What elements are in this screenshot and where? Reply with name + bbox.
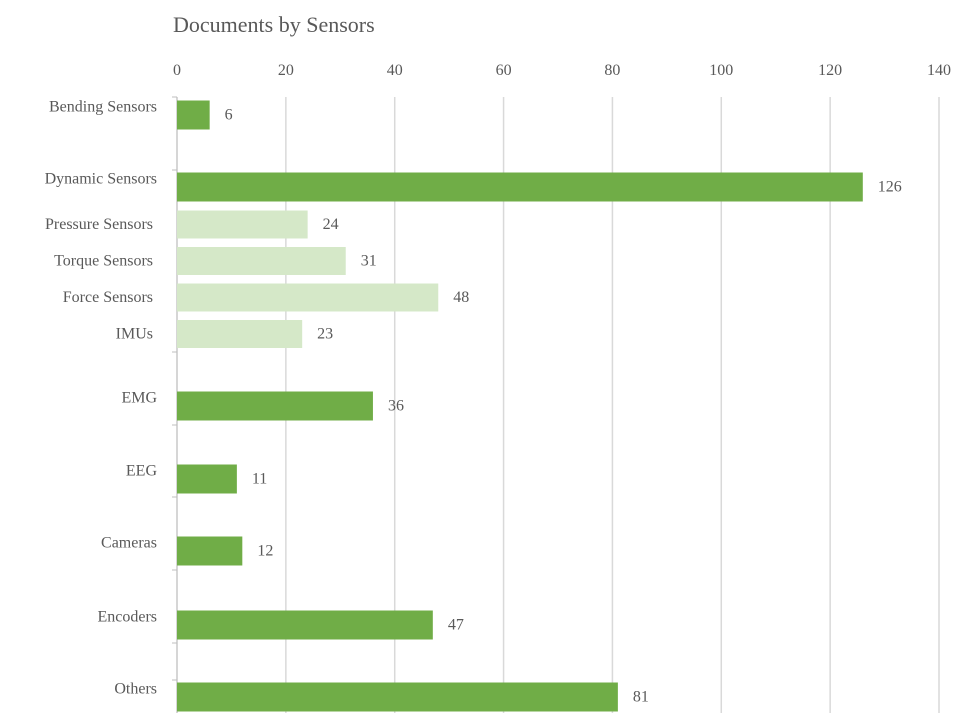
x-tick-label-140: 140: [927, 62, 951, 79]
sub-category-label-imus: IMUs: [116, 326, 153, 343]
data-label-others: 81: [633, 689, 649, 706]
data-label-cameras: 12: [257, 543, 273, 560]
data-label-eeg: 11: [252, 471, 267, 488]
x-tick-label-80: 80: [604, 62, 620, 79]
sub-category-label-pressure-sensors: Pressure Sensors: [45, 216, 153, 233]
category-label-bending-sensors: Bending Sensors: [49, 99, 157, 116]
x-tick-label-0: 0: [173, 62, 181, 79]
chart-title: Documents by Sensors: [173, 12, 375, 37]
bar-others: [177, 682, 618, 712]
category-label-emg: EMG: [121, 390, 157, 407]
sub-category-label-force-sensors: Force Sensors: [63, 289, 153, 306]
data-label-dynamic-sensors: 126: [878, 179, 902, 196]
data-label-pressure-sensors: 24: [323, 216, 339, 233]
bar-eeg: [177, 464, 237, 494]
data-label-force-sensors: 48: [453, 289, 469, 306]
data-label-encoders: 47: [448, 617, 464, 634]
bars: [177, 100, 863, 712]
category-label-cameras: Cameras: [101, 535, 157, 552]
category-label-encoders: Encoders: [97, 609, 157, 626]
bar-dynamic-sensors: [177, 172, 863, 202]
labels: Bending Sensors 6 Dynamic Sensors 126 Pressu…: [45, 99, 902, 706]
x-tick-label-120: 120: [818, 62, 842, 79]
x-tick-label-100: 100: [709, 62, 733, 79]
x-axis-ticks: 0 20 40 60 80 100 120 140: [173, 62, 951, 79]
x-tick-label-40: 40: [387, 62, 403, 79]
bar-force-sensors: [177, 283, 439, 312]
bar-encoders: [177, 610, 433, 640]
category-label-others: Others: [114, 681, 157, 698]
data-label-torque-sensors: 31: [361, 253, 377, 270]
bar-torque-sensors: [177, 247, 346, 275]
bar-bending-sensors: [177, 100, 210, 130]
data-label-bending-sensors: 6: [225, 107, 233, 124]
x-tick-label-20: 20: [278, 62, 294, 79]
data-label-imus: 23: [317, 326, 333, 343]
category-label-dynamic-sensors: Dynamic Sensors: [45, 171, 157, 188]
x-tick-label-60: 60: [496, 62, 512, 79]
bar-imus: [177, 320, 303, 348]
bar-pressure-sensors: [177, 210, 308, 239]
category-label-eeg: EEG: [126, 463, 158, 480]
data-label-emg: 36: [388, 398, 404, 415]
bar-cameras: [177, 536, 243, 566]
sub-category-label-torque-sensors: Torque Sensors: [54, 253, 153, 270]
bar-emg: [177, 391, 373, 421]
